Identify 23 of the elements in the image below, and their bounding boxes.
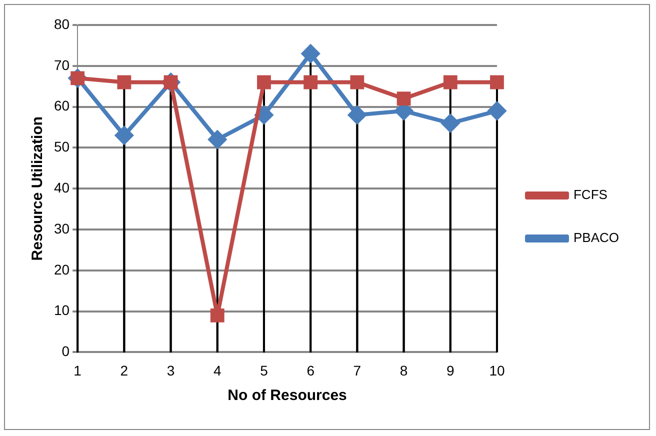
x-tick-label: 2	[120, 362, 128, 378]
x-tick-label: 10	[489, 362, 505, 378]
x-tick-label: 6	[306, 362, 315, 378]
x-tick-label: 8	[400, 362, 408, 378]
y-tick-label: 50	[54, 138, 70, 155]
legend-label: FCFS	[573, 187, 608, 202]
y-tick-label: 80	[54, 16, 70, 32]
x-tick-label: 4	[213, 362, 222, 378]
y-tick-label: 60	[54, 98, 70, 114]
x-axis-title: No of Resources	[228, 387, 347, 404]
x-tick-label: 3	[166, 362, 175, 378]
x-tick-label: 1	[74, 362, 82, 378]
y-tick-label: 40	[54, 179, 70, 196]
y-tick-label: 20	[54, 261, 70, 278]
x-tick-label: 7	[353, 362, 362, 378]
x-tick-label: 5	[260, 362, 268, 378]
x-tick-label: 9	[446, 362, 454, 378]
y-tick-label: 10	[54, 302, 70, 318]
y-axis-title: Resource Utilization	[29, 116, 46, 261]
y-tick-label: 0	[62, 343, 70, 360]
y-tick-label: 70	[54, 56, 70, 73]
y-tick-label: 30	[54, 220, 70, 236]
legend-label: PBACO	[573, 230, 620, 246]
